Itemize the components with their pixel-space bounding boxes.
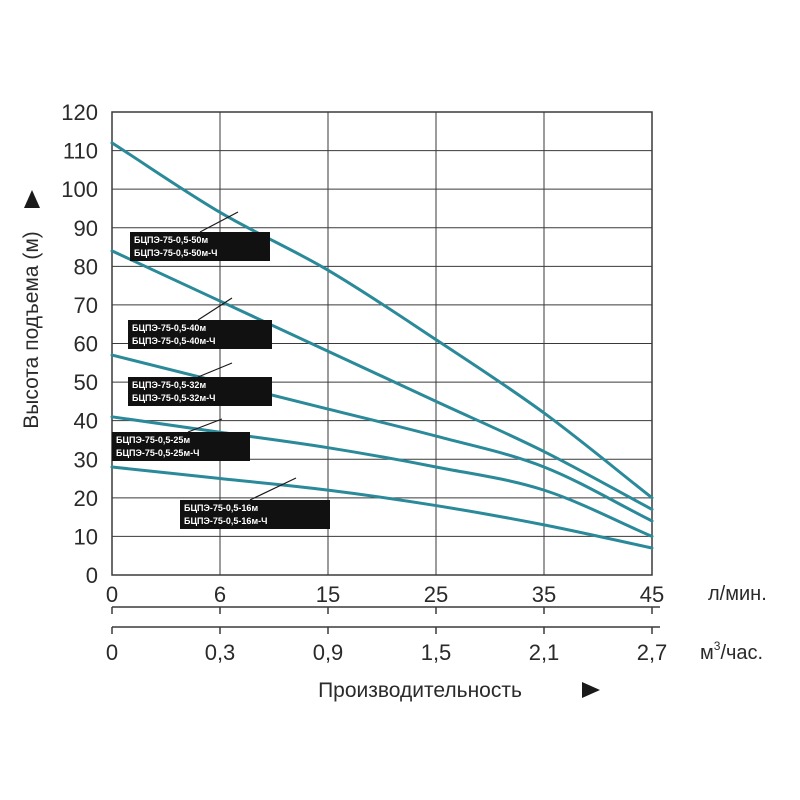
y-tick-label: 50 bbox=[74, 370, 98, 395]
x-unit-lpm: л/мин. bbox=[708, 583, 767, 605]
curve-label-box bbox=[180, 500, 330, 529]
x-tick-label-m3h: 0,3 bbox=[205, 640, 236, 665]
performance-curve-5 bbox=[110, 465, 654, 550]
label-leader-line bbox=[197, 297, 233, 321]
curve-label-text: БЦПЭ-75-0,5-40м bbox=[132, 323, 206, 333]
y-tick-label: 40 bbox=[74, 409, 98, 434]
x-tick-label-lpm: 25 bbox=[424, 582, 448, 607]
x-tick-label-lpm: 35 bbox=[532, 582, 556, 607]
label-leader-line bbox=[187, 418, 223, 433]
curve-label-box bbox=[128, 320, 272, 349]
x-tick-label-lpm: 45 bbox=[640, 582, 664, 607]
y-tick-label: 30 bbox=[74, 447, 98, 472]
label-leader-line bbox=[199, 211, 239, 233]
performance-curves bbox=[110, 141, 654, 550]
curve-label-text: БЦПЭ-75-0,5-25м bbox=[116, 435, 190, 445]
curve-label-text: БЦПЭ-75-0,5-16м-Ч bbox=[184, 516, 267, 526]
y-tick-label: 90 bbox=[74, 216, 98, 241]
curve-label-text: БЦПЭ-75-0,5-50м bbox=[134, 235, 208, 245]
y-axis-arrow-icon bbox=[24, 190, 40, 208]
y-tick-label: 120 bbox=[61, 100, 98, 125]
x-tick-label-m3h: 0,9 bbox=[313, 640, 344, 665]
y-tick-label: 70 bbox=[74, 293, 98, 318]
performance-curve-1 bbox=[110, 141, 654, 500]
curve-label-text: БЦПЭ-75-0,5-32м bbox=[132, 380, 206, 390]
y-tick-label: 80 bbox=[74, 254, 98, 279]
x-axis-arrow-icon bbox=[582, 682, 600, 698]
x-axis-title: Производительность bbox=[318, 679, 522, 702]
y-tick-label: 0 bbox=[86, 563, 98, 588]
y-axis-title: Высота подъема (м) bbox=[20, 231, 43, 429]
curve-label-box bbox=[112, 432, 250, 461]
x-unit-m3h-base: м bbox=[700, 642, 714, 664]
curve-labels: БЦПЭ-75-0,5-50м БЦПЭ-75-0,5-50м-Ч БЦПЭ-75-… bbox=[112, 211, 330, 529]
performance-curve-2 bbox=[110, 249, 654, 511]
curve-label-box bbox=[130, 232, 270, 261]
x-unit-m3h-tail: /час. bbox=[720, 642, 763, 664]
label-leader-line bbox=[197, 362, 233, 378]
x-tick-label-m3h: 2,1 bbox=[529, 640, 560, 665]
x-unit-m3h-sup: 3 bbox=[714, 639, 721, 653]
y-tick-label: 20 bbox=[74, 486, 98, 511]
curve-label-box bbox=[128, 377, 272, 406]
x-tick-label-lpm: 0 bbox=[106, 582, 118, 607]
x-tick-label-m3h: 0 bbox=[106, 640, 118, 665]
x-tick-label-m3h: 2,7 bbox=[637, 640, 668, 665]
curve-label-text: БЦПЭ-75-0,5-32м-Ч bbox=[132, 393, 215, 403]
x-tick-label-m3h: 1,5 bbox=[421, 640, 452, 665]
curve-label-text: БЦПЭ-75-0,5-50м-Ч bbox=[134, 248, 217, 258]
y-tick-label: 10 bbox=[74, 524, 98, 549]
y-tick-label: 100 bbox=[61, 177, 98, 202]
curve-label-text: БЦПЭ-75-0,5-25м-Ч bbox=[116, 448, 199, 458]
curve-label-text: БЦПЭ-75-0,5-16м bbox=[184, 503, 258, 513]
x-tick-label-lpm: 6 bbox=[214, 582, 226, 607]
curve-label-text: БЦПЭ-75-0,5-40м-Ч bbox=[132, 336, 215, 346]
label-leader-line bbox=[249, 477, 297, 501]
performance-curve-4 bbox=[110, 415, 654, 538]
y-tick-label: 110 bbox=[63, 139, 98, 164]
x-unit-m3h: м3/час. bbox=[700, 639, 763, 664]
x-tick-label-lpm: 15 bbox=[316, 582, 340, 607]
y-tick-label: 60 bbox=[74, 332, 98, 357]
